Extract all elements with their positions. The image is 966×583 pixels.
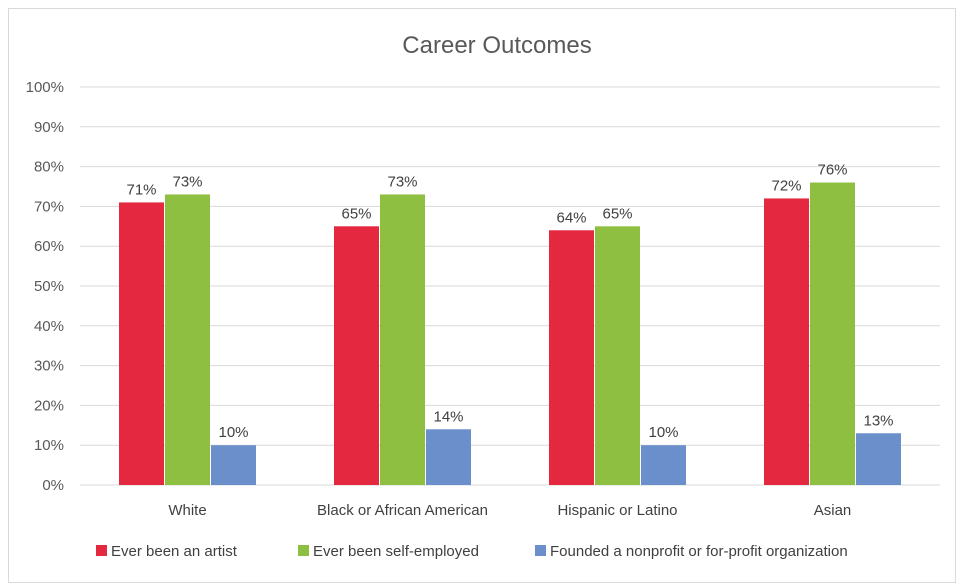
data-label: 65%: [341, 205, 371, 222]
data-label: 72%: [771, 177, 801, 194]
y-tick-label: 20%: [34, 397, 64, 414]
y-tick-label: 30%: [34, 358, 64, 375]
y-tick-label: 50%: [34, 278, 64, 295]
data-label: 13%: [863, 412, 893, 429]
y-tick-label: 80%: [34, 159, 64, 176]
data-label: 71%: [126, 181, 156, 198]
x-category-label: Asian: [814, 502, 852, 519]
bar-ever-been-self-employed: [810, 182, 855, 485]
bar-founded-a-nonprofit-or-for-profit-organization: [426, 429, 471, 485]
bar-ever-been-self-employed: [380, 194, 425, 485]
y-tick-label: 100%: [26, 79, 64, 96]
data-labels: 71% 73% 10% 65% 73% 14% 64% 65% 10% 72% 76% 13%: [126, 162, 893, 442]
y-tick-label: 60%: [34, 238, 64, 255]
legend-swatch: [535, 545, 546, 556]
bar-ever-been-an-artist: [334, 226, 379, 486]
legend-swatch: [96, 545, 107, 556]
data-label: 64%: [556, 209, 586, 226]
bar-ever-been-self-employed: [165, 194, 210, 485]
data-label: 76%: [817, 162, 847, 179]
x-category-label: White: [168, 502, 206, 519]
bar-ever-been-self-employed: [595, 226, 640, 486]
data-label: 14%: [433, 408, 463, 425]
y-axis-ticks: 0% 10% 20% 30% 40% 50% 60% 70% 80% 90% 100%: [26, 79, 64, 494]
bar-ever-been-an-artist: [549, 230, 594, 485]
bar-founded-a-nonprofit-or-for-profit-organization: [856, 433, 901, 485]
legend-entry: Ever been an artist: [111, 543, 238, 560]
data-label: 65%: [602, 205, 632, 222]
bar-founded-a-nonprofit-or-for-profit-organization: [211, 445, 256, 485]
bar-ever-been-an-artist: [764, 198, 809, 485]
y-tick-label: 0%: [42, 477, 64, 494]
y-tick-label: 90%: [34, 119, 64, 136]
legend-swatch: [298, 545, 309, 556]
bars: [119, 182, 901, 486]
bar-ever-been-an-artist: [119, 202, 164, 486]
y-tick-label: 40%: [34, 318, 64, 335]
y-tick-label: 70%: [34, 198, 64, 215]
y-tick-label: 10%: [34, 437, 64, 454]
legend: Ever been an artist Ever been self-employ…: [96, 543, 848, 560]
data-label: 10%: [218, 424, 248, 441]
bar-founded-a-nonprofit-or-for-profit-organization: [641, 445, 686, 485]
x-axis-categories: White Black or African American Hispanic o…: [168, 502, 851, 519]
legend-entry: Ever been self-employed: [313, 543, 479, 560]
data-label: 10%: [648, 424, 678, 441]
data-label: 73%: [387, 173, 417, 190]
x-category-label: Black or African American: [317, 502, 488, 519]
x-category-label: Hispanic or Latino: [557, 502, 677, 519]
data-label: 73%: [172, 173, 202, 190]
chart-title: Career Outcomes: [402, 32, 591, 59]
legend-entry: Founded a nonprofit or for-profit organi…: [550, 543, 848, 560]
